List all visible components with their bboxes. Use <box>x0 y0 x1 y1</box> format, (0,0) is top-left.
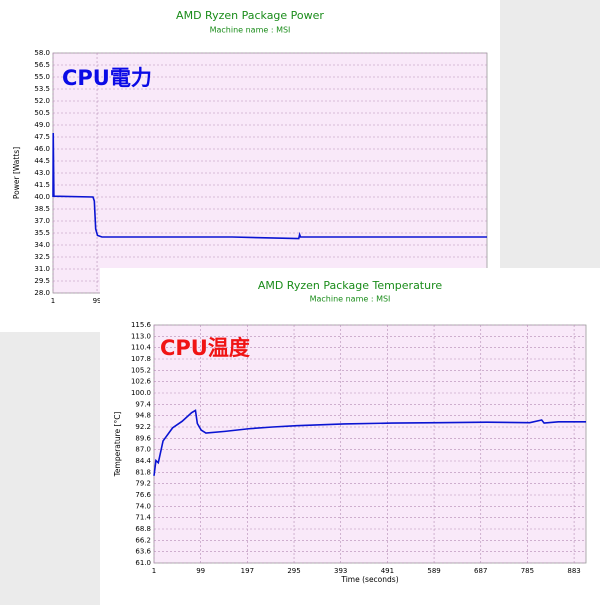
annotation: CPU電力 <box>62 66 152 90</box>
y-tick-label: 110.4 <box>131 344 152 352</box>
y-tick-label: 38.5 <box>34 205 50 213</box>
y-tick-label: 76.6 <box>135 491 151 499</box>
y-tick-label: 105.2 <box>131 366 151 374</box>
y-tick-label: 87.0 <box>135 446 151 454</box>
x-tick-label: 99 <box>196 567 205 575</box>
y-tick-label: 115.6 <box>131 321 152 329</box>
chart-subtitle: Machine name : MSI <box>210 26 291 35</box>
x-tick-label: 197 <box>241 567 254 575</box>
y-tick-label: 71.4 <box>135 514 151 522</box>
x-tick-label: 1 <box>51 297 55 305</box>
y-tick-label: 34.0 <box>34 241 50 249</box>
x-tick-label: 295 <box>287 567 300 575</box>
x-tick-label: 687 <box>474 567 487 575</box>
y-tick-label: 89.6 <box>135 434 151 442</box>
x-tick-label: 491 <box>381 567 394 575</box>
x-tick-label: 393 <box>334 567 347 575</box>
x-tick-label: 1 <box>152 567 156 575</box>
y-tick-label: 92.2 <box>135 423 151 431</box>
y-tick-label: 47.5 <box>34 133 50 141</box>
y-tick-label: 49.0 <box>34 121 50 129</box>
x-tick-label: 785 <box>521 567 534 575</box>
annotation: CPU温度 <box>160 336 250 360</box>
y-tick-label: 66.2 <box>135 536 151 544</box>
y-tick-label: 107.8 <box>131 355 151 363</box>
y-tick-label: 46.0 <box>34 145 50 153</box>
chart-subtitle: Machine name : MSI <box>310 295 391 304</box>
y-tick-label: 100.0 <box>131 389 151 397</box>
y-tick-label: 35.5 <box>34 229 50 237</box>
y-tick-label: 63.6 <box>135 548 151 556</box>
y-tick-label: 61.0 <box>135 559 151 567</box>
x-axis-label: Time (seconds) <box>340 575 398 584</box>
data-line <box>52 132 487 240</box>
plot-area <box>153 324 587 564</box>
chart-title: AMD Ryzen Package Power <box>176 9 324 22</box>
y-tick-label: 32.5 <box>34 253 50 261</box>
y-tick-label: 97.4 <box>135 400 151 408</box>
y-tick-label: 28.0 <box>34 289 50 297</box>
y-tick-label: 40.0 <box>34 193 50 201</box>
y-tick-label: 113.0 <box>131 332 151 340</box>
y-tick-label: 102.6 <box>131 378 152 386</box>
chart-title: AMD Ryzen Package Temperature <box>258 279 443 292</box>
data-line <box>153 409 586 476</box>
y-tick-label: 31.0 <box>34 265 50 273</box>
y-tick-label: 84.4 <box>135 457 151 465</box>
x-tick-label: 589 <box>427 567 440 575</box>
y-tick-label: 94.8 <box>135 412 151 420</box>
y-axis-label: Temperature [°C] <box>113 412 122 478</box>
y-tick-label: 74.0 <box>135 502 151 510</box>
y-tick-label: 52.0 <box>34 97 50 105</box>
y-tick-label: 50.5 <box>34 109 50 117</box>
y-tick-label: 68.8 <box>135 525 151 533</box>
y-tick-label: 56.5 <box>34 61 50 69</box>
y-tick-label: 37.0 <box>34 217 50 225</box>
y-tick-label: 43.0 <box>34 169 50 177</box>
y-tick-label: 44.5 <box>34 157 50 165</box>
y-tick-label: 81.8 <box>135 468 151 476</box>
y-tick-label: 58.0 <box>34 49 50 57</box>
x-tick-label: 883 <box>567 567 580 575</box>
chart-panel: AMD Ryzen Package Temperature Machine nam… <box>100 268 600 605</box>
y-tick-label: 53.5 <box>34 85 50 93</box>
y-tick-label: 41.5 <box>34 181 50 189</box>
y-axis-label: Power [Watts] <box>12 147 21 199</box>
y-tick-label: 29.5 <box>34 277 50 285</box>
x-tick-label: 99 <box>93 297 102 305</box>
y-tick-label: 79.2 <box>135 480 151 488</box>
y-tick-label: 55.0 <box>34 73 50 81</box>
